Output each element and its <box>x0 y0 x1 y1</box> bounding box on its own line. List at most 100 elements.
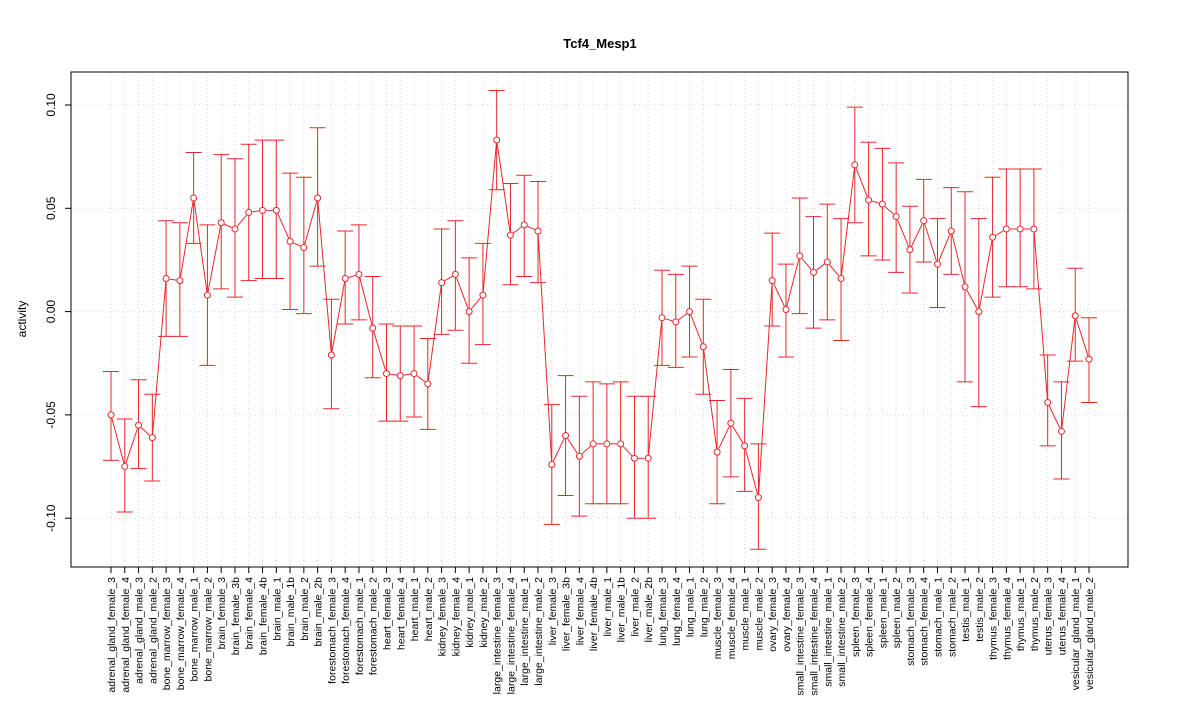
x-tick-label: stomach_male_1 <box>932 577 944 657</box>
series-line-segment <box>471 297 481 310</box>
series-line-segment <box>236 214 247 227</box>
x-tick-label: bone_marrow_male_1 <box>189 577 201 682</box>
x-tick-label: heart_male_2 <box>423 577 435 641</box>
data-point <box>562 432 570 440</box>
chart-title: Tcf4_Mesp1 <box>563 36 636 51</box>
series-line-segment <box>427 286 442 381</box>
x-tick-label: spleen_female_4 <box>864 577 876 657</box>
series-line-segment <box>224 223 232 228</box>
series-line-segment <box>496 143 511 232</box>
x-tick-label: large_intestine_male_1 <box>519 577 531 686</box>
series-line-segment <box>444 275 453 282</box>
x-tick-label: forestomach_male_2 <box>368 577 380 675</box>
data-point <box>989 233 997 241</box>
series-line-segment <box>527 225 535 231</box>
data-point <box>658 314 666 322</box>
x-tick-label: liver_male_1b <box>616 577 628 643</box>
series-line-segment <box>622 446 633 457</box>
data-point <box>327 351 335 359</box>
data-point <box>341 275 349 283</box>
x-tick-label: testis_male_1 <box>960 577 972 642</box>
series-line-segment <box>801 258 812 270</box>
data-point <box>1071 312 1079 320</box>
series-line-segment <box>924 223 937 261</box>
x-tick-label: liver_female_3 <box>547 577 559 645</box>
x-tick-label: heart_female_4 <box>395 577 407 650</box>
x-tick-label: kidney_male_1 <box>464 577 476 648</box>
data-point <box>686 308 694 316</box>
x-tick-label: liver_male_2 <box>629 577 641 637</box>
data-point <box>382 370 390 378</box>
data-point <box>589 440 597 448</box>
x-tick-label: thymus_female_3 <box>988 577 1000 660</box>
series-line-segment <box>911 223 923 247</box>
data-point <box>300 244 308 252</box>
series-line-segment <box>140 427 150 436</box>
series-line-segment <box>179 201 194 278</box>
x-tick-label: brain_male_2 <box>299 577 311 641</box>
data-point <box>1085 355 1093 363</box>
series-line-segment <box>816 263 825 271</box>
series-line-segment <box>416 375 426 383</box>
x-tick-label: bone_marrow_female_4 <box>175 577 187 690</box>
x-tick-label: small_intestine_male_1 <box>822 577 834 687</box>
series-line-segment <box>732 425 744 444</box>
series-line-segment <box>152 282 167 435</box>
series-line-segment <box>665 318 673 322</box>
data-point <box>1057 427 1065 435</box>
data-point <box>534 227 542 235</box>
x-tick-label: lung_male_1 <box>685 577 697 637</box>
x-tick-label: large_intestine_female_4 <box>505 577 517 694</box>
series-line-segment <box>840 168 855 276</box>
data-point <box>810 268 818 276</box>
series-line-segment <box>403 373 411 376</box>
series-line-segment <box>1061 319 1076 428</box>
data-point <box>617 440 625 448</box>
data-point <box>314 194 322 202</box>
x-tick-label: ovary_female_3 <box>767 577 779 652</box>
x-tick-label: lung_male_2 <box>698 577 710 637</box>
x-tick-label: testis_male_2 <box>974 577 986 642</box>
data-point <box>837 275 845 283</box>
y-tick-label: 0.00 <box>44 300 58 324</box>
data-point <box>190 194 198 202</box>
x-tick-label: liver_female_4 <box>574 577 586 645</box>
series-line-segment <box>513 226 522 234</box>
series-line-segment <box>581 445 591 455</box>
x-tick-label: vesicular_gland_male_2 <box>1084 577 1096 690</box>
series-line-segment <box>552 438 565 462</box>
series-line-segment <box>966 289 978 309</box>
series-line-segment <box>456 277 469 309</box>
data-point <box>548 460 556 468</box>
data-point <box>865 196 873 204</box>
x-tick-label: forestomach_female_3 <box>326 577 338 684</box>
x-tick-label: brain_female_3 <box>216 577 228 650</box>
x-tick-label: liver_female_3b <box>561 577 573 651</box>
data-point <box>1016 225 1024 233</box>
x-tick-label: brain_male_2b <box>313 577 325 647</box>
data-point <box>410 370 418 378</box>
series-line-segment <box>125 428 138 464</box>
series-line-segment <box>567 438 578 454</box>
data-point <box>231 225 239 233</box>
data-point <box>851 161 859 169</box>
series-line-segment <box>718 426 730 450</box>
series-line-segment <box>884 206 894 215</box>
series-line-segment <box>348 274 356 278</box>
series-line-segment <box>207 226 222 292</box>
x-tick-label: heart_female_3 <box>381 577 393 650</box>
data-point <box>961 283 969 291</box>
series-line-segment <box>304 201 318 245</box>
series-line-segment <box>786 259 800 307</box>
data-point <box>369 324 377 332</box>
y-tick-label: 0.10 <box>44 93 58 117</box>
series-line-segment <box>829 264 840 277</box>
data-point <box>135 421 143 429</box>
data-point <box>892 213 900 221</box>
data-point <box>754 494 762 502</box>
series-line-segment <box>373 331 386 371</box>
series-line-segment <box>951 234 965 284</box>
series-line-segment <box>938 234 951 261</box>
data-point <box>259 206 267 214</box>
series-line-segment <box>482 143 497 292</box>
